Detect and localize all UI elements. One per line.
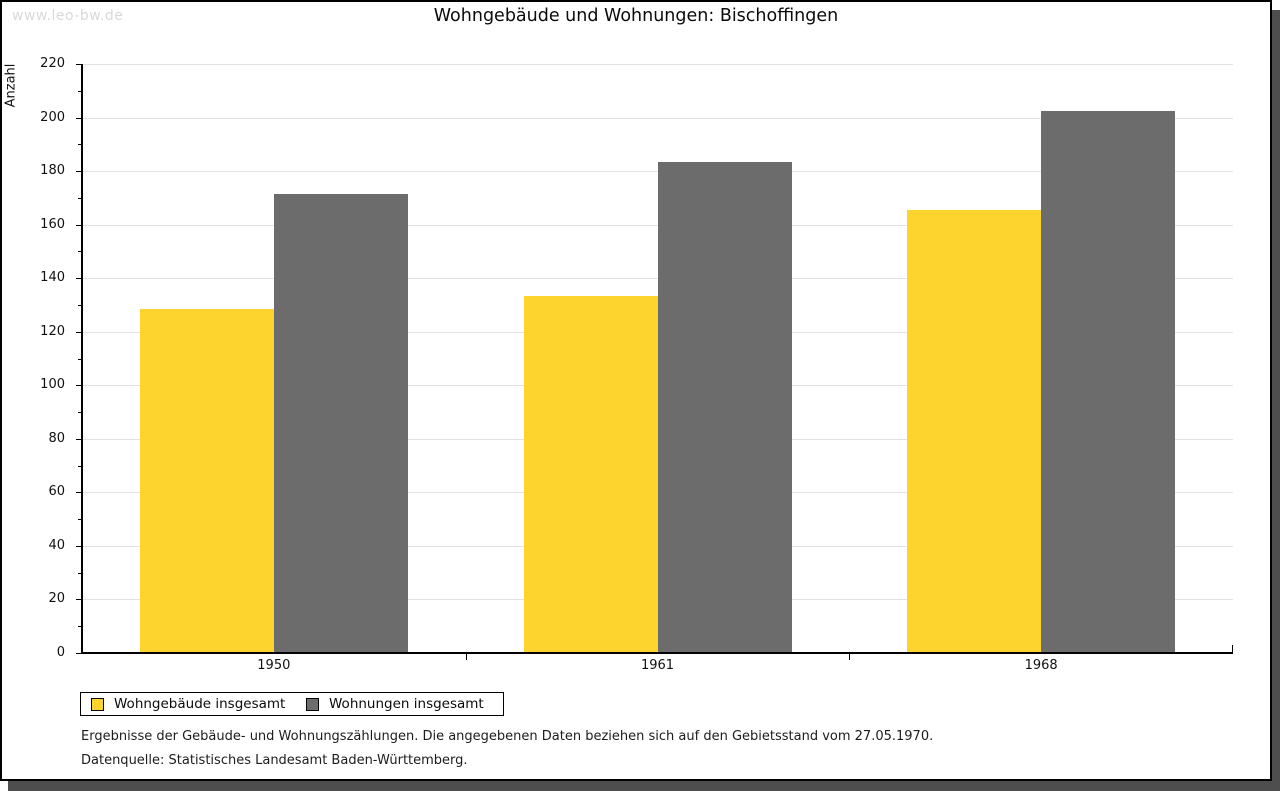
bar-1961-wohngebaeude — [523, 295, 658, 652]
y-tick-minor — [78, 197, 82, 199]
legend-item: Wohnungen insgesamt — [306, 693, 484, 715]
y-tick-label: 0 — [56, 645, 65, 660]
y-tick-label: 40 — [48, 537, 65, 553]
legend-label: Wohngebäude insgesamt — [114, 696, 286, 712]
y-axis-title: Anzahl — [3, 63, 19, 108]
y-tick-label: 120 — [40, 323, 65, 339]
watermark-text: www.leo-bw.de — [12, 8, 124, 24]
y-tick-label: 200 — [40, 109, 65, 125]
y-tick-minor — [78, 251, 82, 253]
y-tick-minor — [78, 90, 82, 92]
y-tick-major — [76, 278, 82, 280]
x-tick-boundary — [849, 654, 851, 660]
y-tick-major — [76, 653, 82, 654]
y-tick-major — [76, 171, 82, 173]
bar-1961-wohnungen — [657, 162, 792, 652]
footnote-data-source: Datenquelle: Statistisches Landesamt Bad… — [81, 753, 468, 768]
y-tick-major — [76, 599, 82, 601]
y-tick-label: 20 — [48, 591, 65, 607]
legend-swatch-icon — [91, 697, 104, 711]
gridline — [83, 64, 1233, 65]
y-tick-label: 220 — [40, 56, 65, 71]
x-tick-label-1968: 1968 — [1024, 658, 1058, 673]
y-tick-minor — [78, 572, 82, 574]
bar-1950-wohngebaeude — [139, 309, 274, 652]
bar-1950-wohnungen — [273, 194, 408, 652]
footnote-source-note: Ergebnisse der Gebäude- und Wohnungszähl… — [81, 729, 934, 744]
y-tick-label: 160 — [40, 216, 65, 232]
legend-label: Wohnungen insgesamt — [329, 696, 484, 712]
y-tick-minor — [78, 144, 82, 146]
y-axis-line — [81, 64, 83, 654]
x-axis-end-tick — [1232, 645, 1233, 653]
x-tick-label-1950: 1950 — [257, 658, 291, 673]
y-tick-minor — [78, 519, 82, 521]
y-tick-label: 60 — [48, 484, 65, 500]
bar-1968-wohngebaeude — [907, 210, 1042, 652]
y-tick-major — [76, 385, 82, 387]
legend-swatch-icon — [306, 697, 319, 711]
y-tick-major — [76, 331, 82, 333]
x-axis-line — [82, 652, 1233, 654]
y-tick-label: 80 — [48, 430, 65, 446]
x-tick-boundary — [465, 654, 467, 660]
bar-1968-wohnungen — [1041, 111, 1176, 652]
y-tick-minor — [78, 626, 82, 628]
gridline — [83, 117, 1233, 119]
legend-item: Wohngebäude insgesamt — [91, 693, 285, 715]
y-tick-major — [76, 117, 82, 119]
y-tick-minor — [78, 412, 82, 414]
y-tick-major — [76, 492, 82, 494]
y-tick-major — [76, 224, 82, 226]
y-tick-label: 180 — [40, 163, 65, 179]
chart-title: Wohngebäude und Wohnungen: Bischoffingen — [433, 6, 839, 26]
y-tick-minor — [78, 304, 82, 306]
legend: Wohngebäude insgesamt Wohnungen insgesamt — [80, 692, 504, 716]
y-tick-major — [76, 545, 82, 547]
y-tick-minor — [78, 358, 82, 360]
plot-area — [82, 64, 1233, 653]
y-tick-label: 100 — [40, 377, 65, 393]
x-tick-label-1961: 1961 — [640, 658, 675, 673]
y-tick-minor — [78, 465, 82, 467]
y-tick-major — [76, 64, 82, 65]
y-tick-major — [76, 438, 82, 440]
y-tick-label: 140 — [40, 270, 65, 286]
